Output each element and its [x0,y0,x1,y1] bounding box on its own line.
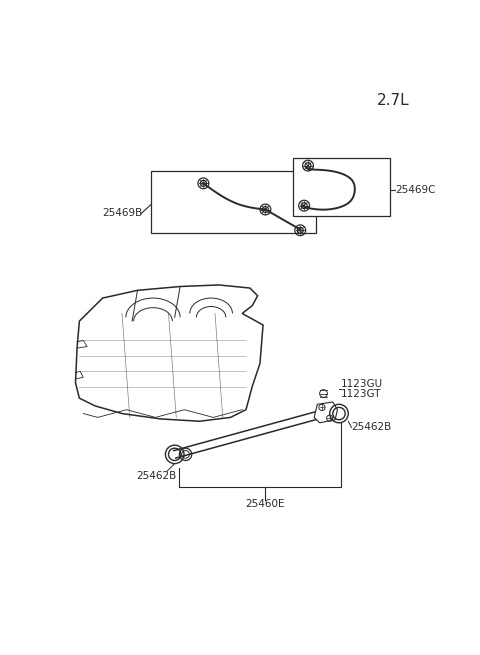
Text: 1123GT: 1123GT [340,389,381,400]
Text: 25460E: 25460E [245,499,284,510]
Polygon shape [75,285,263,421]
Text: 25469C: 25469C [395,185,435,195]
Text: 2.7L: 2.7L [377,92,409,107]
Bar [152,171,316,233]
Text: 25462B: 25462B [351,422,392,432]
Polygon shape [314,402,337,422]
Text: 25469B: 25469B [103,208,143,218]
Text: 25462B: 25462B [136,471,176,481]
Bar [292,158,390,215]
Text: 1123GU: 1123GU [340,379,383,389]
